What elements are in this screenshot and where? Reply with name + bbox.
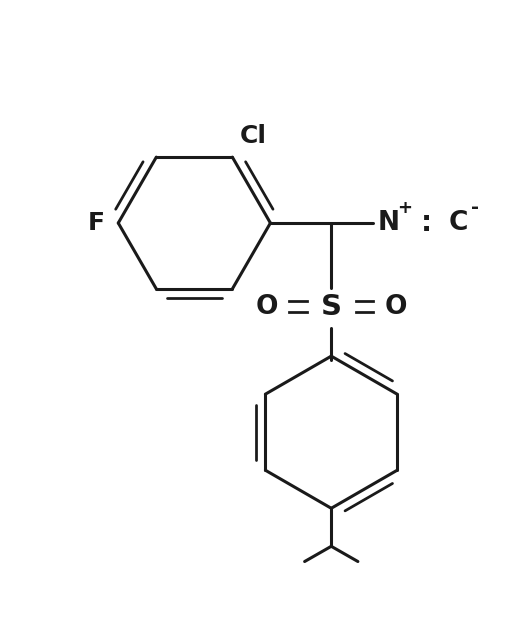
Text: +: + [397, 199, 412, 217]
Text: -: - [471, 198, 479, 218]
Text: F: F [88, 211, 105, 235]
Text: N: N [377, 210, 399, 236]
Text: C: C [449, 210, 468, 236]
Text: Cl: Cl [240, 124, 267, 148]
Text: :: : [421, 209, 432, 237]
Text: S: S [321, 292, 342, 321]
Text: O: O [385, 294, 407, 320]
Text: O: O [255, 294, 278, 320]
